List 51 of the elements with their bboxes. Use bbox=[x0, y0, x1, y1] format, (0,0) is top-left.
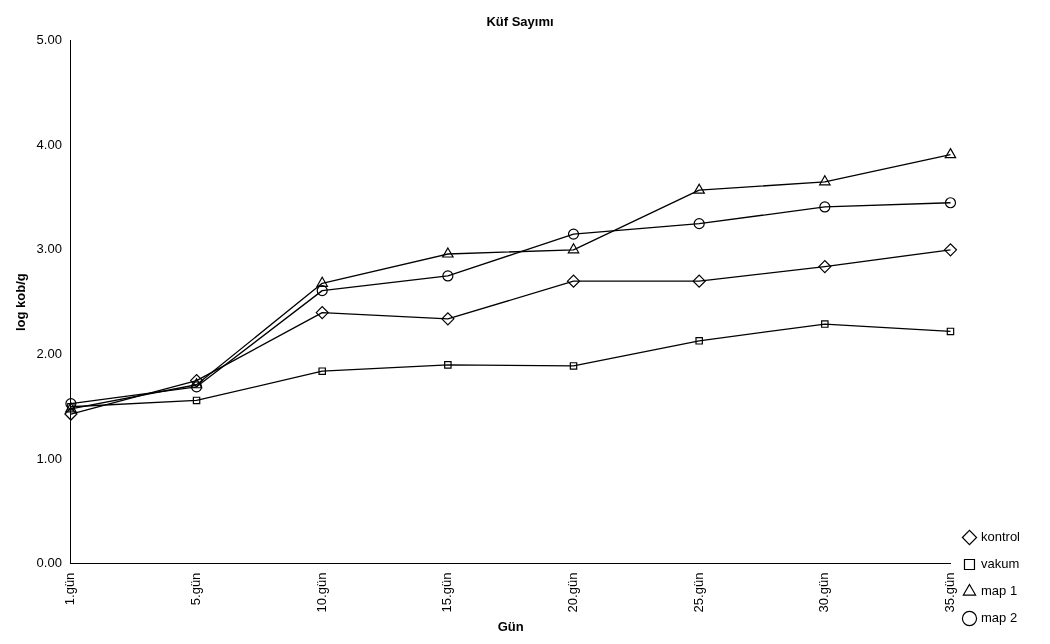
point bbox=[441, 312, 455, 326]
x-tick-label: 20.gün bbox=[565, 572, 581, 613]
x-tick-label: 15.gün bbox=[439, 572, 455, 613]
x-tick-label: 30.gün bbox=[816, 572, 832, 613]
x-tick-label: 1.gün bbox=[62, 572, 78, 606]
point bbox=[693, 218, 705, 230]
y-tick-label: 1.00 bbox=[36, 450, 62, 466]
point bbox=[444, 361, 452, 369]
point bbox=[944, 197, 957, 209]
point bbox=[442, 270, 454, 282]
legend-label: vakum bbox=[980, 556, 1020, 572]
y-tick-label: 0.00 bbox=[36, 555, 62, 571]
x-tick-label: 5.gün bbox=[188, 572, 204, 606]
y-tick-label: 5.00 bbox=[36, 32, 62, 48]
point bbox=[318, 367, 326, 375]
point bbox=[819, 201, 831, 213]
point bbox=[693, 183, 705, 194]
chart-title: Küf Sayımı bbox=[486, 14, 554, 30]
point bbox=[692, 274, 706, 288]
point bbox=[567, 228, 580, 240]
point bbox=[190, 378, 203, 389]
point bbox=[315, 305, 329, 320]
x-tick-label: 35.gün bbox=[942, 572, 958, 613]
x-tick-label: 25.gün bbox=[690, 572, 706, 613]
y-tick-label: 3.00 bbox=[36, 241, 62, 257]
point bbox=[65, 397, 77, 410]
y-axis-title: log kob/g bbox=[13, 273, 29, 332]
point bbox=[946, 327, 955, 336]
point bbox=[818, 259, 832, 274]
point bbox=[944, 148, 957, 159]
point bbox=[566, 274, 581, 288]
point bbox=[821, 320, 829, 328]
point bbox=[695, 337, 703, 345]
point bbox=[189, 373, 204, 388]
point bbox=[943, 243, 958, 257]
legend-label: map 2 bbox=[980, 610, 1018, 626]
x-axis-title: Gün bbox=[497, 618, 524, 634]
point bbox=[192, 396, 201, 405]
point bbox=[190, 381, 203, 393]
point bbox=[569, 362, 578, 370]
point bbox=[819, 175, 831, 186]
y-tick-label: 2.00 bbox=[36, 346, 62, 361]
point bbox=[316, 285, 328, 297]
point bbox=[442, 247, 454, 258]
point bbox=[567, 243, 580, 254]
legend-label: kontrol bbox=[980, 529, 1021, 545]
x-tick-label: 10.gün bbox=[313, 572, 329, 613]
point bbox=[64, 407, 78, 421]
point bbox=[316, 276, 329, 287]
y-tick-label: 4.00 bbox=[36, 136, 62, 152]
legend-label: map 1 bbox=[980, 583, 1018, 599]
